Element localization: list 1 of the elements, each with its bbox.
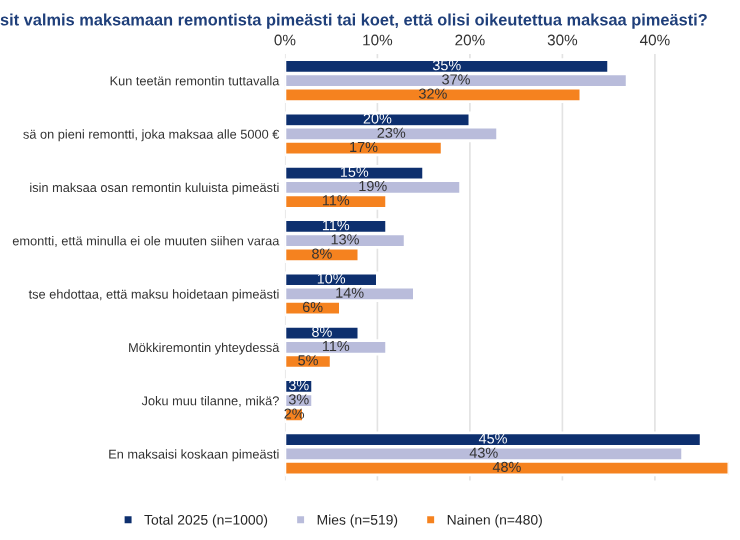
chart-title: sit valmis maksamaan remontista pimeästi tai koet, että olisi oikeutettua maksaa pimeästi?	[0, 13, 707, 29]
